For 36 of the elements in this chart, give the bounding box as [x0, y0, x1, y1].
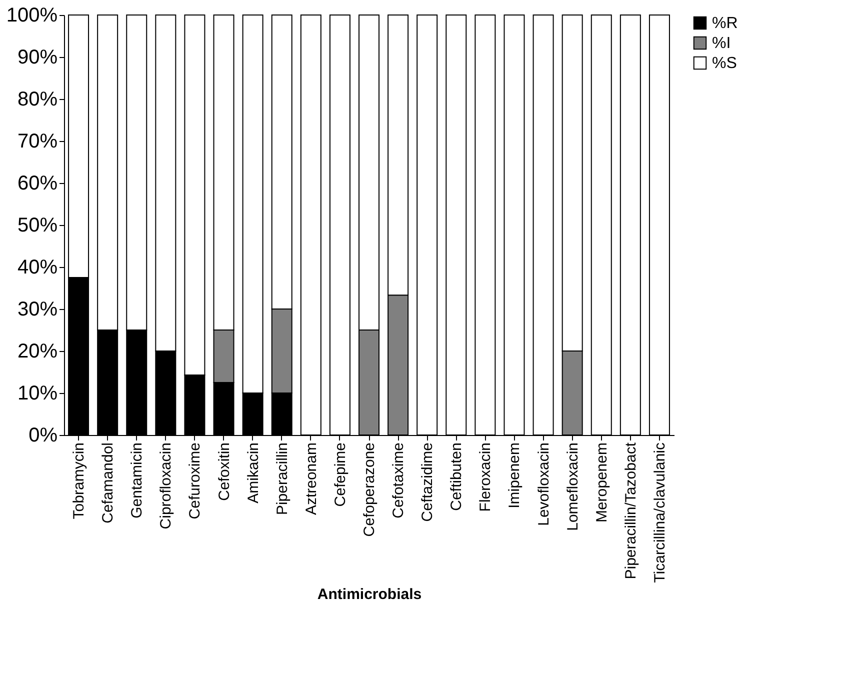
- x-tick-label: Piperacillin/Tazobact: [622, 442, 640, 580]
- x-tick-label: Fleroxacin: [477, 442, 494, 512]
- legend-label: %S: [712, 55, 737, 72]
- x-tick-label: Cefoxitin: [216, 442, 233, 501]
- x-tick-label: Ticarcillina/clavulanic: [651, 442, 668, 583]
- x-tick-label: Cefamandol: [100, 442, 117, 524]
- legend-label: %I: [712, 35, 731, 52]
- x-tick-label: Cefotaxime: [390, 442, 408, 518]
- x-tick-label: Lomefloxacin: [564, 442, 582, 531]
- y-tick-label: 50%: [17, 214, 58, 236]
- x-axis-title: Antimicrobials: [317, 586, 422, 603]
- x-tick-label: Ceftazidime: [419, 442, 436, 522]
- y-tick-label: 30%: [17, 298, 58, 320]
- x-tick-label: Cefoperazone: [361, 442, 378, 537]
- x-tick-label: Piperacillin: [274, 442, 291, 516]
- y-tick-label: 100%: [6, 4, 58, 26]
- x-tick-label: Meropenem: [593, 442, 610, 523]
- x-tick-label: Imipenem: [506, 442, 524, 508]
- x-tick-label: Ceftibuten: [448, 442, 466, 511]
- y-tick-label: 80%: [17, 88, 58, 110]
- x-tick-label: Levofloxacin: [535, 442, 552, 526]
- y-tick-label: 40%: [17, 256, 58, 278]
- y-tick-label: 70%: [17, 130, 58, 152]
- x-tick-label: Gentamicin: [128, 442, 146, 518]
- x-tick-label: Cefuroxime: [186, 442, 204, 520]
- y-tick-label: 60%: [17, 172, 58, 194]
- legend-label: %R: [712, 15, 738, 32]
- x-tick-label: Aztreonam: [302, 442, 320, 516]
- y-tick-label: 10%: [17, 382, 58, 404]
- x-tick-label: Ciprofloxacin: [158, 442, 175, 530]
- x-tick-label: Amikacin: [244, 442, 262, 504]
- x-tick-label: Cefepime: [332, 442, 349, 507]
- y-tick-label: 0%: [28, 424, 58, 446]
- y-tick-label: 90%: [17, 46, 58, 68]
- x-tick-label: Tobramycin: [70, 442, 88, 520]
- y-tick-label: 20%: [17, 340, 58, 362]
